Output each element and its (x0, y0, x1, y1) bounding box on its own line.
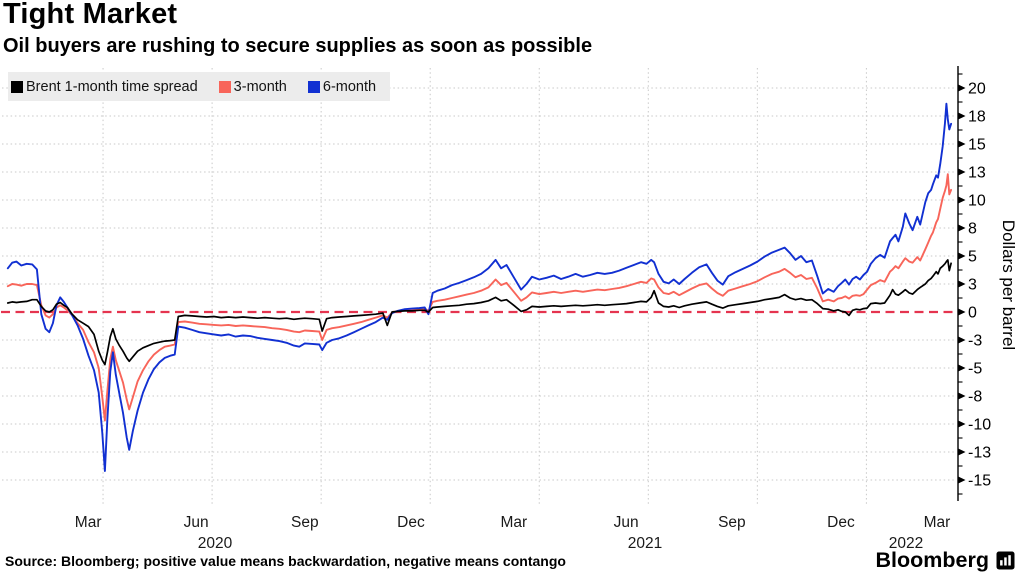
y-tick-label: 3 (968, 276, 977, 293)
x-tick-label: Sep (718, 514, 746, 531)
y-tick-major (958, 476, 966, 484)
y-tick-major (958, 308, 966, 316)
x-tick-label: Dec (827, 514, 855, 531)
page-title: Tight Market (3, 0, 178, 30)
legend-label-3month: 3-month (233, 78, 287, 95)
x-tick-label: Jun (184, 514, 209, 531)
y-tick-label: -3 (968, 332, 982, 349)
y-tick-major (958, 140, 966, 148)
legend-label-6month: 6-month (322, 78, 377, 95)
y-tick-label: -13 (968, 444, 991, 461)
x-year-label: 2020 (198, 535, 233, 552)
y-tick-label: 18 (968, 108, 986, 125)
y-axis-title: Dollars per barrel (999, 220, 1018, 350)
series-line-6-month (6, 102, 953, 472)
legend-swatch-6month (307, 80, 320, 93)
brand-wordmark: Bloomberg (875, 548, 989, 572)
legend-swatch-1month (11, 80, 23, 93)
brand: Bloomberg (876, 548, 1015, 573)
x-tick-label: Mar (500, 514, 527, 531)
y-tick-label: -10 (968, 416, 991, 433)
legend-label-1month: Brent 1-month time spread (26, 78, 198, 95)
legend-item-3month: 3-month (218, 78, 287, 95)
y-tick-label: 20 (968, 80, 986, 97)
x-tick-label: Jun (614, 514, 639, 531)
y-tick-label: 13 (968, 164, 986, 181)
series-line-3-month (6, 173, 953, 422)
y-tick-label: -15 (968, 472, 991, 489)
page-subtitle: Oil buyers are rushing to secure supplie… (3, 35, 593, 57)
x-tick-label: Dec (397, 514, 425, 531)
x-year-label: 2021 (628, 535, 662, 552)
x-tick-label: Mar (924, 514, 951, 531)
y-tick-major (958, 252, 966, 260)
y-tick-label: 8 (968, 220, 977, 237)
series-line-brent-1-month-time-spread (6, 259, 952, 366)
y-tick-major (958, 420, 966, 428)
y-tick-major (958, 448, 966, 456)
x-tick-label: Mar (75, 514, 102, 531)
bloomberg-logo-icon (996, 551, 1015, 570)
legend-swatch-3month (218, 80, 231, 93)
chart-legend: Brent 1-month time spread 3-month 6-mont… (8, 72, 391, 101)
y-tick-label: -5 (968, 360, 982, 377)
y-tick-major (958, 168, 966, 176)
x-year-label: 2022 (889, 535, 923, 552)
y-tick-major (958, 280, 966, 288)
y-tick-major (958, 112, 966, 120)
y-tick-major (958, 196, 966, 204)
y-tick-major (958, 392, 966, 400)
y-tick-label: 10 (968, 192, 986, 209)
y-tick-major (958, 224, 966, 232)
y-tick-major (958, 84, 966, 92)
legend-item-6month: 6-month (307, 78, 377, 95)
y-tick-label: -8 (968, 388, 982, 405)
y-tick-label: 15 (968, 136, 986, 153)
x-tick-label: Sep (291, 514, 319, 531)
y-tick-label: 0 (968, 304, 977, 321)
y-tick-major (958, 336, 966, 344)
source-note: Source: Bloomberg; positive value means … (5, 553, 566, 569)
y-tick-major (958, 364, 966, 372)
y-tick-label: 5 (968, 248, 977, 265)
legend-item-1month: Brent 1-month time spread (11, 79, 198, 95)
